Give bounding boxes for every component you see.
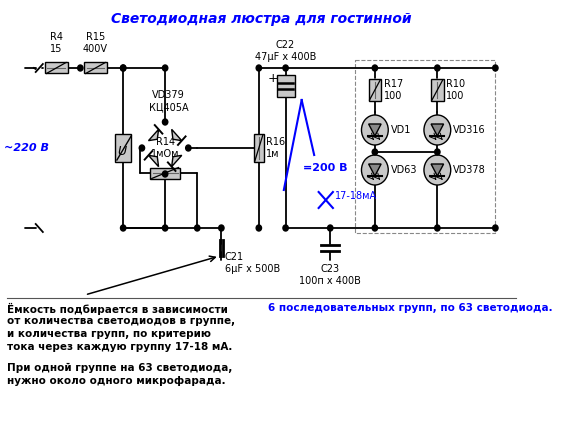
Text: VD63: VD63 xyxy=(391,165,417,175)
Bar xyxy=(150,167,180,178)
Circle shape xyxy=(328,225,333,231)
Text: U: U xyxy=(117,144,126,157)
Circle shape xyxy=(372,225,377,231)
Text: При одной группе на 63 светодиода,: При одной группе на 63 светодиода, xyxy=(7,363,233,373)
Text: R16
1м: R16 1м xyxy=(266,137,285,159)
Circle shape xyxy=(139,145,145,151)
Text: нужно около одного микрофарада.: нужно около одного микрофарада. xyxy=(7,376,226,386)
Circle shape xyxy=(435,225,440,231)
Text: 6 последовательных групп, по 63 светодиода.: 6 последовательных групп, по 63 светодио… xyxy=(268,303,553,313)
Circle shape xyxy=(493,225,498,231)
Circle shape xyxy=(186,145,191,151)
Circle shape xyxy=(256,65,261,71)
Circle shape xyxy=(362,155,389,185)
Text: VD378: VD378 xyxy=(454,165,486,175)
Text: =200 В: =200 В xyxy=(304,163,348,173)
Polygon shape xyxy=(431,164,444,176)
Circle shape xyxy=(219,225,224,231)
Circle shape xyxy=(162,65,168,71)
Text: R4
15: R4 15 xyxy=(50,32,63,54)
Circle shape xyxy=(162,171,168,177)
Polygon shape xyxy=(431,124,444,136)
Polygon shape xyxy=(369,164,381,176)
Text: ~220 В: ~220 В xyxy=(5,143,49,153)
Circle shape xyxy=(283,225,288,231)
Text: C23
100п х 400В: C23 100п х 400В xyxy=(299,264,361,286)
Circle shape xyxy=(372,65,377,71)
Circle shape xyxy=(493,65,498,71)
Circle shape xyxy=(78,65,83,71)
Text: Светодиодная люстра для гостинной: Светодиодная люстра для гостинной xyxy=(111,12,412,26)
Circle shape xyxy=(121,65,126,71)
Circle shape xyxy=(195,225,200,231)
Bar xyxy=(115,134,131,162)
Circle shape xyxy=(424,115,451,145)
Bar xyxy=(431,79,444,101)
Text: 17-18мА: 17-18мА xyxy=(335,191,377,201)
Circle shape xyxy=(435,65,440,71)
Text: VD379
КЦ405А: VD379 КЦ405А xyxy=(149,90,189,112)
Polygon shape xyxy=(148,129,159,141)
Bar xyxy=(369,79,381,101)
Text: R10
100: R10 100 xyxy=(447,79,465,101)
Text: тока через каждую группу 17-18 мА.: тока через каждую группу 17-18 мА. xyxy=(7,342,233,352)
Bar xyxy=(254,134,264,162)
Circle shape xyxy=(435,149,440,155)
Circle shape xyxy=(256,225,261,231)
Text: C21
6μF х 500В: C21 6μF х 500В xyxy=(225,252,280,274)
Text: VD1: VD1 xyxy=(391,125,411,135)
Circle shape xyxy=(162,119,168,125)
Bar xyxy=(84,62,107,74)
Text: VD316: VD316 xyxy=(454,125,486,135)
Bar xyxy=(45,62,68,74)
Text: Ёмкость подбирается в зависимости: Ёмкость подбирается в зависимости xyxy=(7,303,228,315)
Circle shape xyxy=(362,115,389,145)
Text: C22
47μF х 400В: C22 47μF х 400В xyxy=(255,41,316,62)
Circle shape xyxy=(121,225,126,231)
Text: и количества групп, по критерию: и количества групп, по критерию xyxy=(7,329,211,339)
Text: от количества светодиодов в группе,: от количества светодиодов в группе, xyxy=(7,316,235,326)
Circle shape xyxy=(424,155,451,185)
Circle shape xyxy=(162,225,168,231)
Circle shape xyxy=(283,65,288,71)
Circle shape xyxy=(121,65,126,71)
Circle shape xyxy=(372,149,377,155)
Polygon shape xyxy=(172,155,182,167)
Text: R15
400V: R15 400V xyxy=(83,32,108,54)
Polygon shape xyxy=(369,124,381,136)
Polygon shape xyxy=(148,155,159,167)
Text: +: + xyxy=(268,72,278,85)
Text: R17
100: R17 100 xyxy=(384,79,403,101)
Bar xyxy=(277,75,295,97)
Polygon shape xyxy=(172,129,182,141)
Text: R14
1мОм: R14 1мОм xyxy=(151,137,179,159)
